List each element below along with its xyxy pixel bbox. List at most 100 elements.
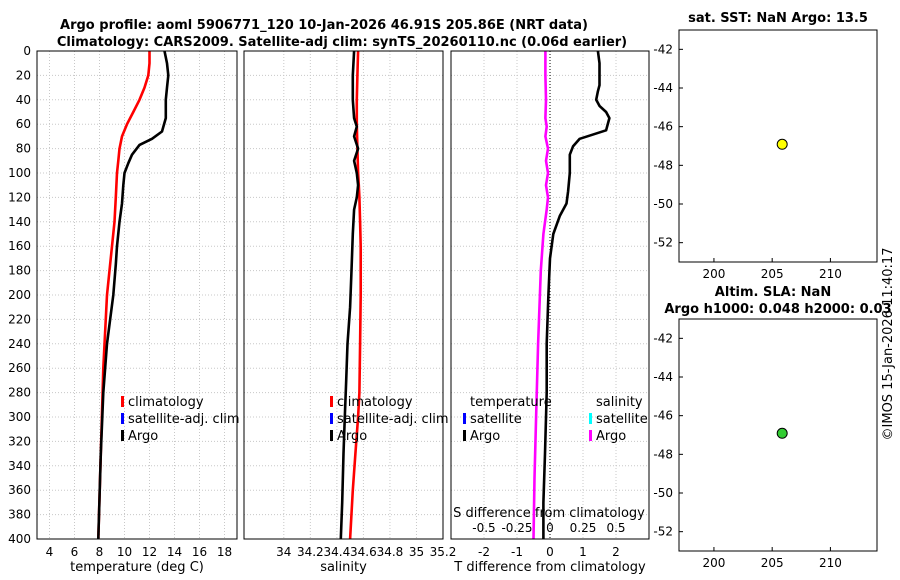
sst_map-ytick-label: -48 [653, 158, 673, 172]
temperature-tick-label: 10 [117, 545, 132, 559]
difference-axes-frame [450, 50, 650, 540]
tdiff-tick-label: 1 [579, 545, 587, 559]
depth-tick-label: 160 [8, 239, 31, 253]
difference-xlabel: T difference from climatology [453, 560, 646, 575]
sla_map-ytick-label: -42 [653, 331, 673, 345]
sdiff-legend-label: satellite [596, 412, 648, 427]
depth-tick-label: 20 [16, 68, 31, 82]
sdiff-tick-label: 0.5 [606, 521, 625, 535]
depth-tick-label: 340 [8, 459, 31, 473]
sst_map-xtick-label: 200 [702, 267, 725, 281]
temperature-tick-label: 12 [142, 545, 157, 559]
sla_map-ytick-label: -50 [653, 486, 673, 500]
tdiff-tick-label: -2 [478, 545, 490, 559]
depth-tick-label: 300 [8, 410, 31, 424]
sla-map-title-line2: Argo h1000: 0.048 h2000: 0.03 [664, 302, 891, 317]
sdiff-tick-label: 0.25 [570, 521, 597, 535]
sdiff-legend-swatch [589, 430, 592, 441]
sal-legend-label: Argo [337, 429, 367, 444]
tdiff-tick-label: 0 [546, 545, 554, 559]
sdiff-legend-label: Argo [596, 429, 626, 444]
depth-tick-label: 380 [8, 508, 31, 522]
temperature-series-climatology [97, 51, 151, 540]
depth-tick-label: 80 [16, 142, 31, 156]
depth-tick-label: 280 [8, 386, 31, 400]
tdiff-legend-swatch [463, 430, 466, 441]
depth-tick-label: 220 [8, 312, 31, 326]
salinity-series-climatology [348, 50, 363, 540]
sst-map-title: sat. SST: NaN Argo: 13.5 [688, 11, 868, 26]
sla_map-frame [678, 318, 878, 552]
temp-legend-label: climatology [128, 395, 204, 410]
sdiff-tick-label: -0.25 [501, 521, 532, 535]
sst_map-ytick-label: -50 [653, 197, 673, 211]
depth-tick-label: 320 [8, 434, 31, 448]
difference-series-s-argo [532, 51, 550, 540]
salinity-tick-label: 34.8 [377, 545, 404, 559]
temperature-axes-frame [36, 50, 238, 540]
tdiff-tick-label: 2 [612, 545, 620, 559]
salinity-tick-label: 34.6 [350, 545, 377, 559]
sla_map-xtick-label: 200 [702, 556, 725, 570]
difference-series-t-argo [542, 50, 611, 539]
sst_map-frame [678, 29, 878, 263]
temperature-xlabel: temperature (deg C) [70, 560, 204, 575]
sst_map-xtick-label: 205 [761, 267, 784, 281]
sst_map-ytick-label: -42 [653, 42, 673, 56]
salinity-tick-label: 34.2 [297, 545, 324, 559]
temp-legend-swatch [121, 430, 124, 441]
temperature-tick-label: 4 [46, 545, 54, 559]
depth-tick-label: 60 [16, 117, 31, 131]
sdiff-legend-swatch [589, 413, 592, 424]
sst_map-ytick-label: -44 [653, 81, 673, 95]
salinity-tick-label: 34 [276, 545, 291, 559]
temp-legend-swatch [121, 396, 124, 407]
sdiff-legend-label: salinity [596, 395, 643, 410]
sla_map-ytick-label: -44 [653, 370, 673, 384]
sdiff-tick-label: -0.5 [472, 521, 495, 535]
sdiff-tick-label: 0 [546, 521, 554, 535]
sla_map-ytick-label: -46 [653, 409, 673, 423]
sal-legend-label: climatology [337, 395, 413, 410]
sal-legend-swatch [330, 430, 333, 441]
sla_map-xtick-label: 210 [819, 556, 842, 570]
tdiff-legend-label: temperature [470, 395, 552, 410]
depth-tick-label: 260 [8, 361, 31, 375]
salinity-xlabel: salinity [320, 560, 367, 575]
depth-tick-label: 360 [8, 483, 31, 497]
salinity-tick-label: 34.4 [324, 545, 351, 559]
sla_map-argo-point [776, 427, 788, 439]
sdiff-axis-label: S difference from climatology [453, 506, 645, 521]
sla-map-title-line1: Altim. SLA: NaN [715, 285, 831, 300]
salinity-tick-label: 35 [409, 545, 424, 559]
temp-legend-swatch [121, 413, 124, 424]
salinity-axes-frame [243, 50, 444, 540]
temperature-tick-label: 14 [167, 545, 182, 559]
temp-legend-label: Argo [128, 429, 158, 444]
imos-credit: ©IMOS 15-Jan-2026 11:40:17 [881, 248, 896, 441]
depth-tick-label: 40 [16, 93, 31, 107]
temperature-tick-label: 18 [217, 545, 232, 559]
tdiff-legend-label: satellite [470, 412, 522, 427]
salinity-series-argo [339, 50, 360, 540]
sst_map-argo-point [776, 138, 788, 150]
sal-legend-label: satellite-adj. clim [337, 412, 449, 427]
sla_map-ytick-label: -48 [653, 447, 673, 461]
tdiff-legend-swatch [463, 413, 466, 424]
temperature-tick-label: 16 [192, 545, 207, 559]
temperature-series-argo [97, 50, 170, 540]
sst_map-ytick-label: -46 [653, 120, 673, 134]
temperature-tick-label: 8 [96, 545, 104, 559]
depth-tick-label: 400 [8, 532, 31, 546]
sal-legend-swatch [330, 413, 333, 424]
tdiff-legend-label: Argo [470, 429, 500, 444]
depth-tick-label: 140 [8, 215, 31, 229]
temp-legend-label: satellite-adj. clim [128, 412, 240, 427]
depth-tick-label: 200 [8, 288, 31, 302]
sst_map-ytick-label: -52 [653, 236, 673, 250]
figure-title-line1: Argo profile: aoml 5906771_120 10-Jan-20… [60, 18, 588, 33]
depth-tick-label: 0 [23, 44, 31, 58]
depth-tick-label: 100 [8, 166, 31, 180]
sla_map-xtick-label: 205 [761, 556, 784, 570]
figure-title-line2: Climatology: CARS2009. Satellite-adj cli… [57, 35, 627, 50]
